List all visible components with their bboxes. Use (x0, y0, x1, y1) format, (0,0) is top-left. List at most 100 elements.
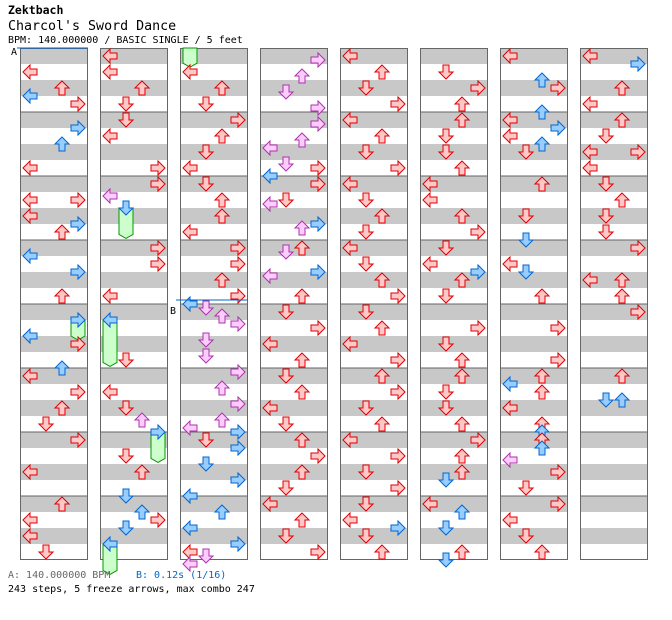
note-arrow-up-icon (613, 192, 631, 208)
beat-band (420, 544, 488, 560)
note-arrow-right-icon (230, 439, 246, 457)
note-arrow-down-icon (277, 304, 295, 320)
note-arrow-up-icon (133, 504, 151, 520)
note-arrow-up-icon (53, 288, 71, 304)
note-arrow-up-icon (213, 80, 231, 96)
beat-band (20, 256, 88, 272)
beat-band (340, 432, 408, 448)
note-arrow-down-icon (197, 348, 215, 364)
note-arrow-left-icon (262, 195, 278, 213)
note-arrow-down-icon (117, 448, 135, 464)
note-arrow-right-icon (70, 95, 86, 113)
note-arrow-right-icon (390, 383, 406, 401)
note-arrow-left-icon (182, 419, 198, 437)
beat-band (340, 512, 408, 528)
note-arrow-left-icon (182, 159, 198, 177)
chart-column (580, 47, 648, 560)
beat-band (100, 384, 168, 400)
beat-band (180, 544, 248, 560)
beat-band (340, 144, 408, 160)
note-arrow-up-icon (533, 384, 551, 400)
beat-band (100, 528, 168, 544)
note-arrow-up-icon (53, 80, 71, 96)
beat-band (420, 176, 488, 192)
beat-band (420, 192, 488, 208)
note-arrow-right-icon (630, 55, 646, 73)
beat-band (500, 160, 568, 176)
beat-band (340, 64, 408, 80)
note-arrow-right-icon (310, 51, 326, 69)
beat-band (420, 64, 488, 80)
note-arrow-left-icon (262, 399, 278, 417)
note-arrow-left-icon (262, 139, 278, 157)
beat-band (20, 416, 88, 432)
beat-band (20, 48, 88, 64)
note-arrow-left-icon (182, 487, 198, 505)
beat-band (340, 320, 408, 336)
note-arrow-right-icon (230, 315, 246, 333)
note-arrow-down-icon (117, 400, 135, 416)
beat-band (340, 336, 408, 352)
beat-band (180, 304, 248, 320)
beat-band (180, 272, 248, 288)
note-arrow-up-icon (533, 104, 551, 120)
beat-band (20, 432, 88, 448)
beat-band (340, 384, 408, 400)
note-arrow-right-icon (390, 519, 406, 537)
note-arrow-down-icon (357, 224, 375, 240)
beat-band (340, 176, 408, 192)
note-arrow-up-icon (533, 440, 551, 456)
note-arrow-down-icon (197, 548, 215, 564)
note-arrow-left-icon (102, 287, 118, 305)
note-arrow-up-icon (293, 288, 311, 304)
beat-band (420, 96, 488, 112)
chart-column (340, 47, 408, 560)
note-arrow-down-icon (437, 144, 455, 160)
note-arrow-left-icon (182, 519, 198, 537)
note-arrow-up-icon (373, 544, 391, 560)
note-arrow-right-icon (230, 239, 246, 257)
beat-band (340, 256, 408, 272)
beat-band (500, 256, 568, 272)
note-arrow-up-icon (373, 368, 391, 384)
note-arrow-left-icon (22, 207, 38, 225)
note-arrow-down-icon (437, 400, 455, 416)
note-arrow-down-icon (357, 496, 375, 512)
beat-band (180, 128, 248, 144)
beat-band (100, 80, 168, 96)
note-arrow-right-icon (70, 431, 86, 449)
note-arrow-down-icon (277, 192, 295, 208)
note-arrow-right-icon (150, 175, 166, 193)
note-arrow-left-icon (182, 223, 198, 241)
beat-band (580, 272, 648, 288)
note-arrow-down-icon (357, 256, 375, 272)
beat-band (260, 400, 328, 416)
note-arrow-up-icon (53, 400, 71, 416)
note-arrow-down-icon (517, 144, 535, 160)
note-arrow-up-icon (373, 416, 391, 432)
note-arrow-up-icon (213, 504, 231, 520)
note-arrow-left-icon (502, 47, 518, 65)
note-arrow-left-icon (102, 383, 118, 401)
beat-band (580, 416, 648, 432)
beat-band (260, 432, 328, 448)
note-arrow-down-icon (597, 392, 615, 408)
note-arrow-left-icon (342, 111, 358, 129)
beat-band (580, 48, 648, 64)
beat-band (420, 416, 488, 432)
note-arrow-left-icon (22, 63, 38, 81)
note-arrow-left-icon (102, 127, 118, 145)
beat-band (20, 112, 88, 128)
beat-band (580, 496, 648, 512)
note-arrow-down-icon (597, 208, 615, 224)
note-arrow-down-icon (357, 144, 375, 160)
beat-band (420, 304, 488, 320)
beat-band (580, 144, 648, 160)
beat-band (100, 224, 168, 240)
beat-band (260, 528, 328, 544)
note-arrow-left-icon (422, 175, 438, 193)
note-arrow-up-icon (213, 380, 231, 396)
beat-band (420, 160, 488, 176)
beat-band (180, 144, 248, 160)
